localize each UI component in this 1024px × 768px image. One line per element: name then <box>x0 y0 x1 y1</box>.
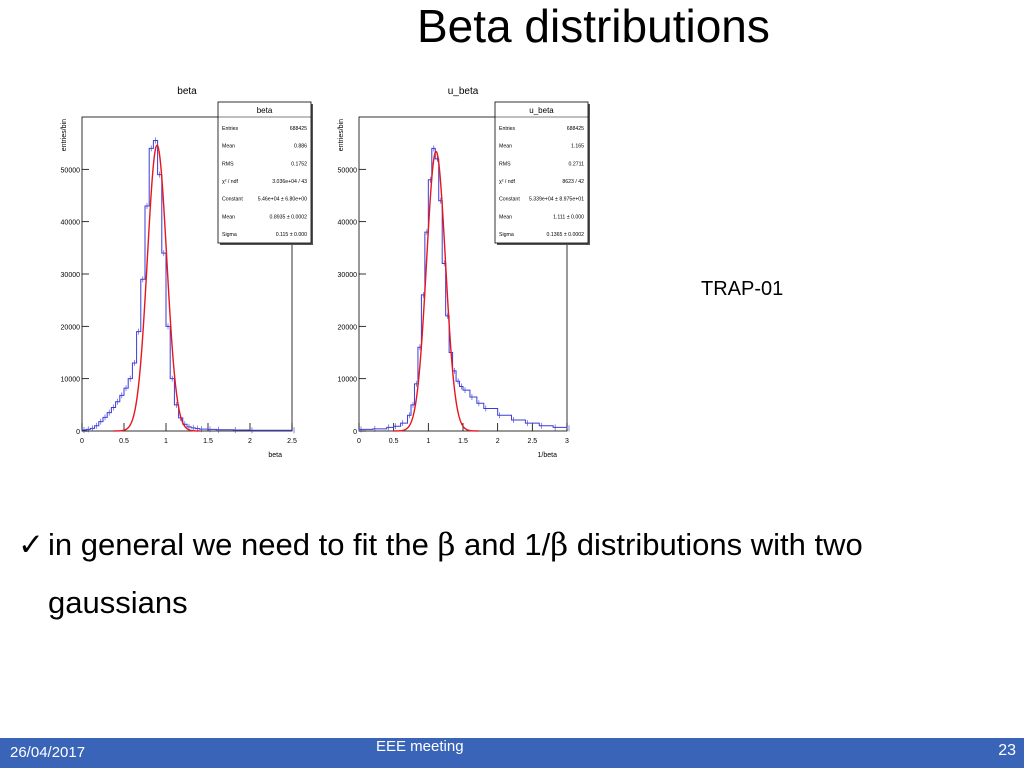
u-beta-histogram-svg: u_beta 0 10000 20000 30000 40000 50000 0 0.5 1 1.5… <box>338 86 590 459</box>
histogram-series <box>358 147 568 431</box>
y-tick-label: 50000 <box>338 167 358 174</box>
footer-title: EEE meeting <box>376 738 464 755</box>
stats-row-value: 0.1752 <box>291 161 307 167</box>
stats-row-value: 1.111 ± 0.000 <box>553 214 584 220</box>
y-tick-label: 30000 <box>338 272 358 279</box>
gaussian-fit-curve <box>113 144 201 432</box>
stats-row-label: Constant <box>499 197 520 203</box>
beta-histogram-plot: beta 0 10000 20000 30000 40000 50000 0 0.5 1 1.5 2 2… <box>52 80 322 465</box>
x-tick-label: 2.5 <box>527 438 537 445</box>
beta-symbol-2: β <box>550 527 569 563</box>
x-tick-label: 0 <box>357 438 361 445</box>
x-tick-label: 1 <box>426 438 430 445</box>
slide-title: Beta distributions <box>417 0 770 52</box>
stats-row-label: Entries <box>499 126 516 132</box>
bullet-text-part-2: and 1/ <box>455 527 551 562</box>
stats-row-label: χ² / ndf <box>222 179 239 185</box>
y-tick-label: 30000 <box>61 272 81 279</box>
x-tick-label: 0.5 <box>389 438 399 445</box>
x-tick-label: 0.5 <box>119 438 129 445</box>
stats-row-label: Sigma <box>499 232 514 238</box>
x-tick-label: 3 <box>565 438 569 445</box>
y-tick-label: 0 <box>353 429 357 436</box>
stats-row-label: Mean <box>499 144 512 150</box>
u-beta-histogram-plot: u_beta 0 10000 20000 30000 40000 50000 0 0.5 1 1.5… <box>325 80 600 465</box>
x-axis-label: beta <box>268 452 282 459</box>
stats-row-label: Sigma <box>222 232 237 238</box>
stats-row-label: χ² / ndf <box>499 179 516 185</box>
beta-histogram-svg: beta 0 10000 20000 30000 40000 50000 0 0.5 1 1.5 2 2… <box>61 86 313 459</box>
stats-row-label: Mean <box>499 214 512 220</box>
stats-row-label: Mean <box>222 214 235 220</box>
y-axis-label: entries/bin <box>61 119 68 151</box>
stats-row-value: 0.1365 ± 0.0002 <box>547 232 585 238</box>
stats-box <box>494 101 589 244</box>
plot-title: u_beta <box>448 86 479 97</box>
stats-row-label: Constant <box>222 197 243 203</box>
stats-box-title: beta <box>257 106 273 115</box>
stats-row-value: 688425 <box>567 126 584 132</box>
gaussian-fit-curve <box>393 150 479 432</box>
stats-row-value: 5.46e+04 ± 6.80e+00 <box>258 197 307 203</box>
y-tick-label: 10000 <box>61 377 81 384</box>
x-tick-label: 0 <box>80 438 84 445</box>
x-axis-label: 1/beta <box>538 452 558 459</box>
stats-row-value: 688425 <box>290 126 307 132</box>
checkmark-icon: ✓ <box>18 527 44 562</box>
stats-row-value: 8623 / 42 <box>562 179 584 185</box>
y-tick-label: 0 <box>76 429 80 436</box>
y-tick-label: 40000 <box>61 220 81 227</box>
stats-box-title: u_beta <box>529 106 554 115</box>
x-tick-label: 2 <box>248 438 252 445</box>
stats-row-value: 5.339e+04 ± 8.975e+01 <box>529 197 584 203</box>
footer-bar: 26/04/2017 EEE meeting 23 <box>0 738 1024 768</box>
bullet-text-part-3: distributions with two gaussians <box>48 527 863 620</box>
y-tick-label: 20000 <box>338 324 358 331</box>
y-tick-label: 10000 <box>338 377 358 384</box>
stats-row-label: Mean <box>222 144 235 150</box>
stats-row-label: RMS <box>222 161 234 167</box>
y-axis-label: entries/bin <box>338 119 345 151</box>
plot-title: beta <box>177 86 197 97</box>
page-number: 23 <box>998 742 1016 759</box>
detector-label: TRAP-01 <box>701 278 784 300</box>
beta-symbol: β <box>437 527 456 563</box>
y-tick-label: 20000 <box>61 324 81 331</box>
x-tick-label: 1.5 <box>458 438 468 445</box>
x-tick-label: 1 <box>164 438 168 445</box>
histogram-series <box>81 140 292 431</box>
stats-row-value: 0.8935 ± 0.0002 <box>270 214 308 220</box>
y-tick-label: 50000 <box>61 167 81 174</box>
stats-row-label: Entries <box>222 126 239 132</box>
x-tick-label: 2 <box>496 438 500 445</box>
stats-row-value: 1.165 <box>571 144 584 150</box>
stats-row-value: 3.036e+04 / 43 <box>272 179 307 185</box>
stats-row-value: 0.115 ± 0.000 <box>276 232 307 238</box>
x-tick-label: 2.5 <box>287 438 297 445</box>
x-tick-label: 1.5 <box>203 438 213 445</box>
stats-row-value: 0.2711 <box>569 161 585 167</box>
bullet-text-part-1: in general we need to fit the <box>48 527 438 562</box>
y-tick-label: 40000 <box>338 220 358 227</box>
bullet-text: in general we need to fit the β and 1/β … <box>48 516 1008 632</box>
stats-box <box>217 101 312 244</box>
stats-row-label: RMS <box>499 161 511 167</box>
footer-date: 26/04/2017 <box>10 744 86 761</box>
stats-row-value: 0.886 <box>294 144 307 150</box>
